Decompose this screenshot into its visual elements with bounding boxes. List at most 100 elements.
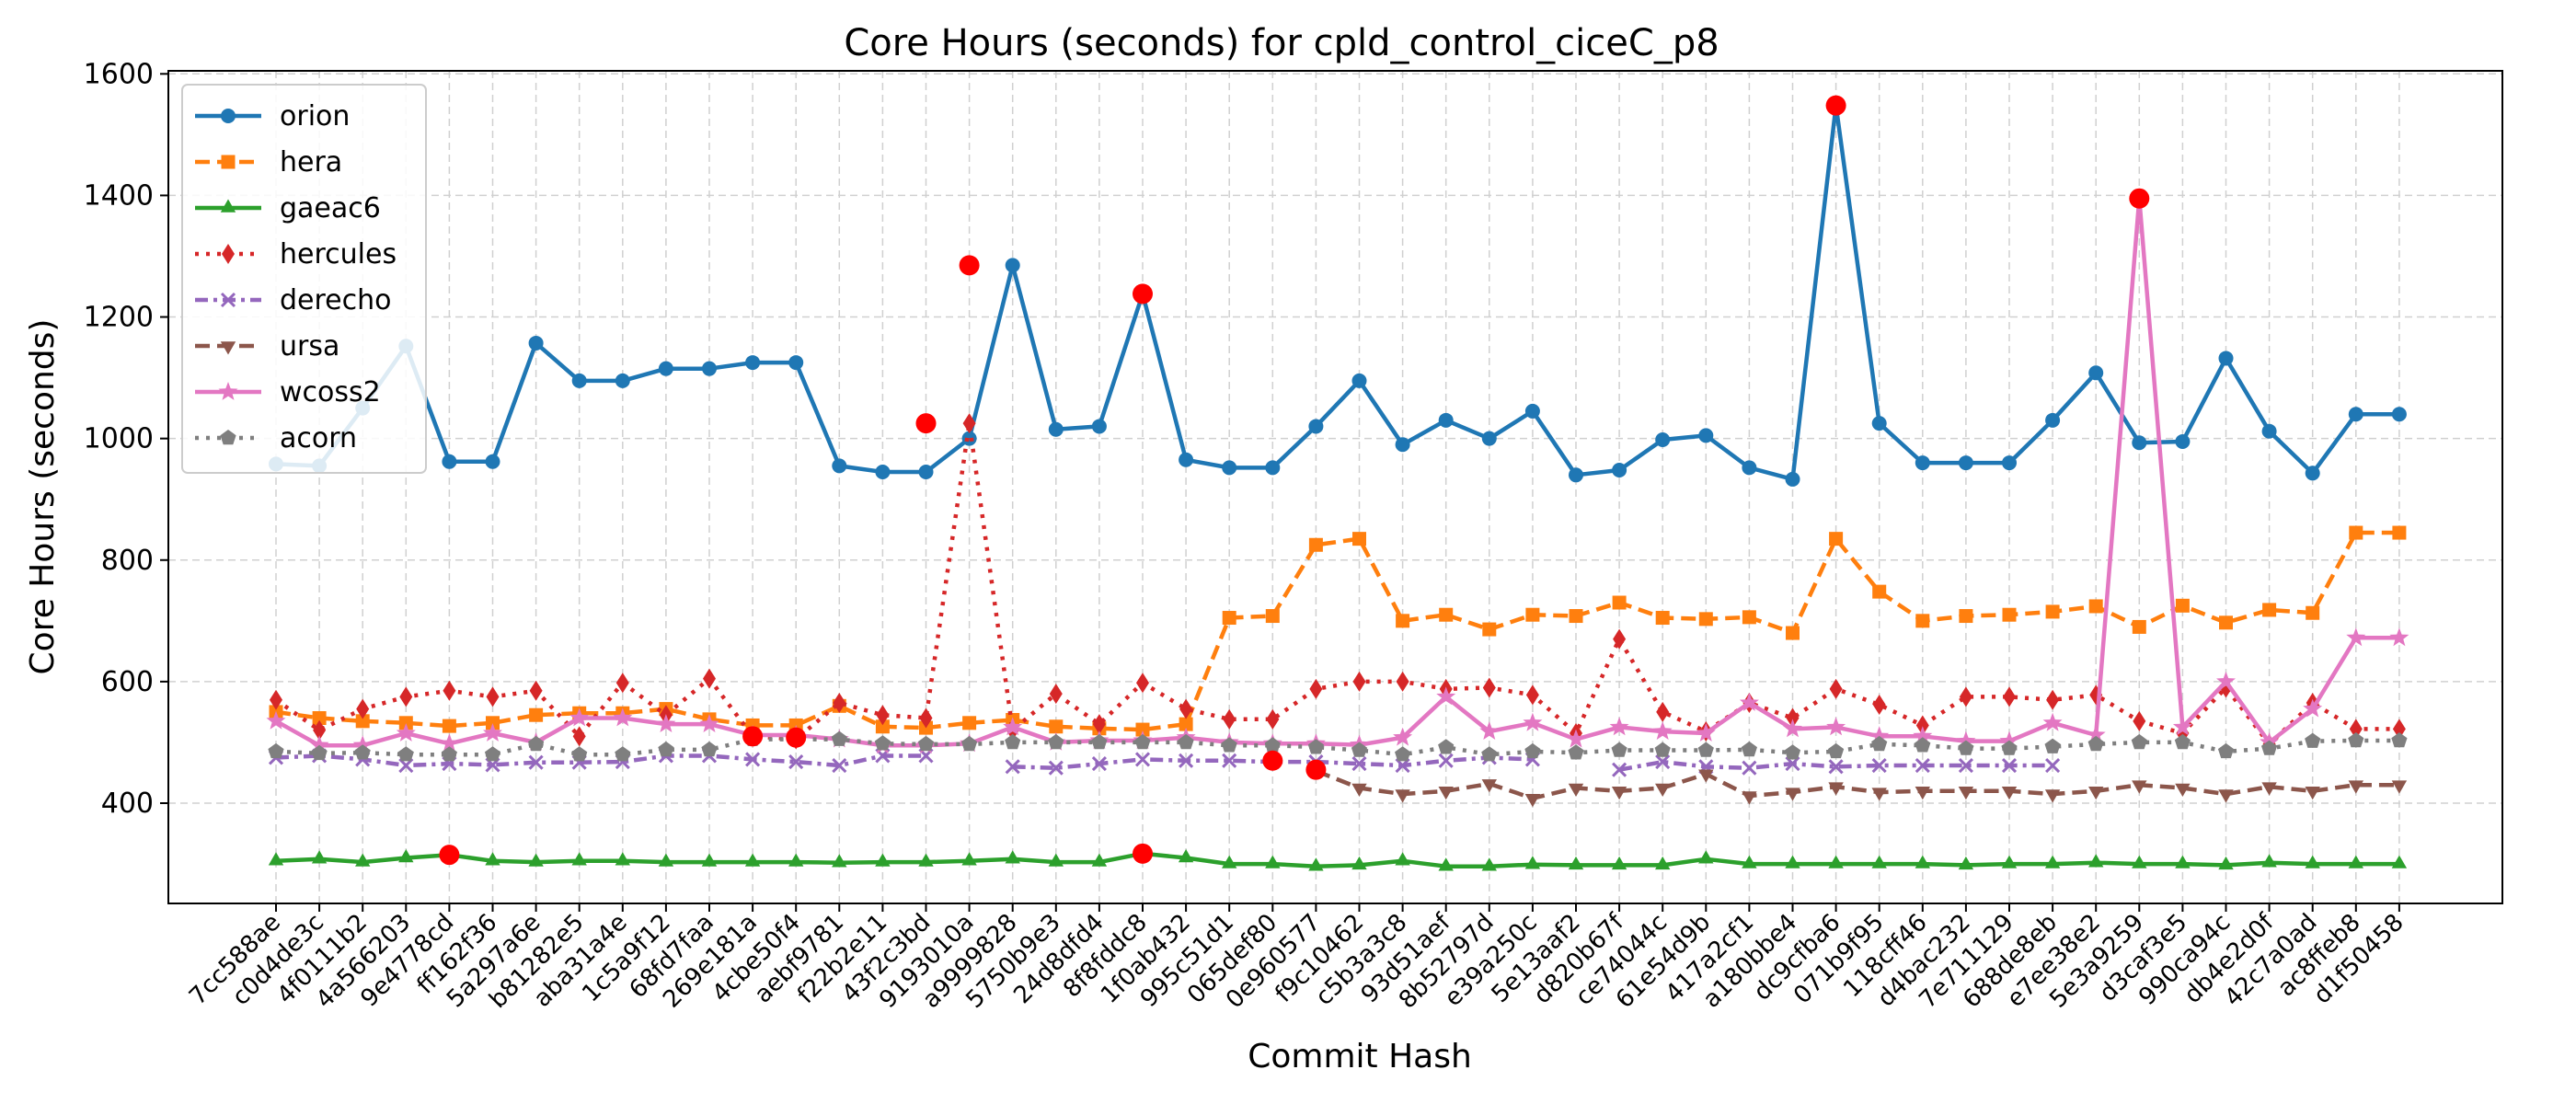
data-point-gaeac6 (1915, 855, 1930, 868)
data-point-ursa (1655, 783, 1671, 797)
data-point-wcoss2 (439, 733, 459, 753)
data-point-orion (1048, 421, 1064, 437)
data-point-acorn (354, 744, 371, 760)
series-line-wcoss2 (274, 196, 2399, 748)
data-point-gaeac6 (1308, 857, 1324, 871)
data-point-hercules (1309, 678, 1323, 699)
data-point-wcoss2 (2346, 627, 2366, 647)
data-point-ursa (1915, 787, 1930, 800)
data-point-orion (1438, 412, 1454, 428)
legend-marker (221, 109, 236, 123)
data-point-wcoss2 (1696, 723, 1716, 742)
data-point-wcoss2 (1783, 719, 1802, 738)
marker-stroke (1134, 752, 1151, 767)
data-point-hercules (270, 689, 282, 710)
y-tick-label: 600 (101, 666, 154, 698)
marker-stroke (1179, 753, 1194, 768)
data-point-ursa (2218, 789, 2234, 803)
data-point-gaeac6 (1524, 856, 1541, 869)
series-gaeac6 (268, 845, 2408, 871)
data-point-orion (1308, 419, 1324, 434)
data-point-acorn (874, 735, 891, 751)
data-point-ursa (2175, 783, 2191, 797)
data-point-acorn (1351, 742, 1368, 757)
data-point-derecho (1134, 752, 1151, 767)
highlight-point (1133, 283, 1153, 305)
data-point-acorn (1697, 742, 1714, 757)
legend-item-hercules: hercules (195, 238, 397, 270)
data-point-acorn (1395, 746, 1411, 762)
marker-stroke (1612, 762, 1627, 777)
data-point-acorn (961, 735, 978, 752)
data-point-gaeac6 (1481, 857, 1497, 871)
data-point-derecho (1655, 754, 1671, 770)
y-axis-title: Core Hours (seconds) (24, 319, 62, 675)
data-point-wcoss2 (699, 714, 719, 732)
series-line-gaeac6 (275, 851, 2399, 868)
data-point-wcoss2 (613, 707, 633, 727)
data-point-gaeac6 (485, 852, 500, 866)
data-point-hera (1612, 595, 1627, 610)
data-point-acorn (1871, 735, 1888, 752)
data-point-gaeac6 (744, 853, 761, 867)
data-point-acorn (1264, 737, 1281, 753)
data-point-derecho (1742, 760, 1757, 776)
data-point-acorn (1091, 733, 1108, 750)
marker-stroke (1351, 756, 1367, 772)
data-point-hercules (529, 680, 543, 701)
data-point-gaeac6 (701, 853, 718, 867)
data-point-acorn (1481, 746, 1498, 762)
data-point-ursa (1481, 779, 1497, 793)
data-point-acorn (484, 746, 501, 762)
data-point-wcoss2 (1826, 717, 1846, 736)
data-point-hera (1396, 614, 1410, 628)
data-point-gaeac6 (1871, 855, 1887, 868)
marker-stroke (1655, 754, 1671, 770)
data-point-orion (2305, 466, 2320, 481)
data-point-gaeac6 (1655, 856, 1671, 870)
data-point-orion (1569, 467, 1583, 483)
data-point-ursa (2044, 789, 2061, 803)
data-point-wcoss2 (1913, 726, 1933, 745)
data-point-acorn (1005, 733, 1021, 750)
data-point-gaeac6 (1091, 853, 1108, 867)
data-point-hercules (2046, 689, 2060, 710)
data-point-ursa (2261, 782, 2277, 796)
data-point-acorn (1307, 739, 1324, 754)
data-point-hercules (1959, 686, 1972, 707)
data-point-hercules (2133, 710, 2146, 731)
data-point-gaeac6 (311, 850, 328, 864)
data-point-derecho (1915, 757, 1930, 774)
highlight-point (742, 726, 764, 747)
data-point-ursa (1438, 787, 1454, 800)
data-point-acorn (441, 746, 457, 762)
data-point-derecho (1005, 759, 1020, 775)
data-point-hercules (1223, 708, 1236, 730)
data-point-hercules (833, 693, 846, 714)
y-tick-label: 1200 (84, 302, 154, 334)
y-tick-label: 1600 (84, 58, 154, 90)
data-point-acorn (1438, 739, 1455, 754)
data-point-derecho (1828, 759, 1844, 775)
y-tick-label: 400 (101, 788, 154, 820)
data-point-hera (312, 711, 327, 726)
data-point-hera (1135, 722, 1150, 737)
data-point-orion (528, 335, 544, 351)
data-point-orion (2045, 412, 2061, 428)
data-point-hera (486, 716, 500, 730)
data-point-gaeac6 (2261, 854, 2277, 868)
data-point-gaeac6 (2305, 855, 2320, 868)
legend-item-acorn: acorn (195, 422, 357, 454)
data-point-wcoss2 (2389, 627, 2409, 647)
data-point-orion (1958, 455, 1973, 471)
data-point-acorn (2348, 732, 2364, 748)
data-point-wcoss2 (266, 710, 286, 730)
data-point-acorn (397, 746, 414, 762)
series-ursa (1308, 766, 2408, 808)
data-point-orion (1005, 258, 1020, 273)
data-point-hera (1179, 717, 1193, 731)
data-point-derecho (1438, 753, 1454, 768)
data-point-acorn (1611, 742, 1627, 757)
data-point-ursa (1828, 782, 1844, 796)
data-point-ursa (2348, 780, 2363, 794)
